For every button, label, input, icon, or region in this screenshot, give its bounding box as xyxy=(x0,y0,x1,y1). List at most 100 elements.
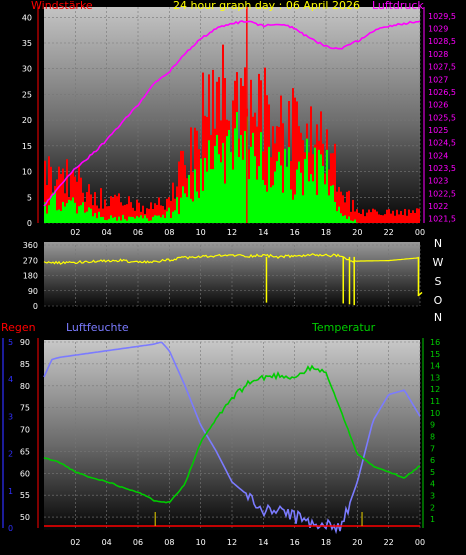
wind-avg-bar xyxy=(90,208,92,223)
wind-x-tick-label: 02 xyxy=(70,228,80,237)
wind-avg-bar xyxy=(142,218,144,223)
wind-gust-bar xyxy=(170,200,172,223)
wind-avg-bar xyxy=(322,165,324,223)
wind-avg-bar xyxy=(62,201,64,223)
humidity-x-tick-label: 04 xyxy=(102,538,112,547)
wind-avg-bar xyxy=(262,179,264,223)
wind-avg-bar xyxy=(110,215,112,223)
wind-avg-bar xyxy=(68,199,70,223)
wind-gust-bar xyxy=(316,124,318,223)
pressure-y-tick-label: 1026 xyxy=(428,101,448,110)
wind-gust-bar xyxy=(272,126,274,223)
wind-gust-bar xyxy=(404,208,406,223)
wind-avg-bar xyxy=(244,131,246,223)
wind-avg-bar xyxy=(138,217,140,223)
humidity-y-tick-label: 65 xyxy=(20,447,30,456)
wind-gust-bar xyxy=(384,214,386,223)
wind-y-tick-label: 5 xyxy=(27,193,32,202)
humidity-axis-title: Luftfeuchte xyxy=(66,321,129,334)
wind-gust-bar xyxy=(92,205,94,223)
wind-avg-bar xyxy=(80,205,82,223)
wind-avg-bar xyxy=(194,169,196,223)
wind-gust-bar xyxy=(414,212,416,223)
wind-avg-bar xyxy=(130,216,132,223)
wind-avg-bar xyxy=(100,216,102,223)
rain-y-tick-label: 2 xyxy=(8,450,13,459)
wind-avg-bar xyxy=(192,201,194,223)
wind-x-tick-label: 08 xyxy=(164,228,174,237)
wind-gust-bar xyxy=(242,86,244,223)
rain-y-tick-label: 3 xyxy=(8,412,13,421)
wind-y-tick-label: 0 xyxy=(27,219,32,228)
temperature-y-tick-label: 10 xyxy=(430,409,440,418)
temperature-y-tick-label: 11 xyxy=(430,397,440,406)
wind-y-tick-label: 40 xyxy=(22,13,32,22)
wind-gust-bar xyxy=(120,202,122,223)
wind-axis-title: Windstärke xyxy=(31,0,93,12)
wind-gust-bar xyxy=(172,182,174,223)
wind-gust-bar xyxy=(258,73,260,224)
wind-gust-bar xyxy=(348,190,350,223)
wind-y-tick-label: 25 xyxy=(22,90,32,99)
wind-gust-bar xyxy=(128,196,130,223)
wind-gust-bar xyxy=(138,202,140,223)
wind-avg-bar xyxy=(176,197,178,223)
wind-gust-bar xyxy=(158,197,160,223)
wind-avg-bar xyxy=(284,148,286,223)
wind-gust-bar xyxy=(44,160,46,223)
direction-y-tick-label: 90 xyxy=(28,287,38,296)
wind-gust-bar xyxy=(148,208,150,223)
wind-gust-bar xyxy=(142,205,144,223)
wind-gust-bar xyxy=(66,159,68,223)
wind-avg-bar xyxy=(184,193,186,223)
wind-avg-bar xyxy=(206,171,208,223)
wind-gust-bar xyxy=(180,150,182,223)
pressure-y-tick-label: 1028 xyxy=(428,50,448,59)
wind-avg-bar xyxy=(102,216,104,223)
wind-gust-bar xyxy=(88,184,90,223)
wind-gust-bar xyxy=(156,204,158,223)
wind-avg-bar xyxy=(56,210,58,223)
wind-avg-bar xyxy=(50,195,52,223)
wind-avg-bar xyxy=(240,135,242,223)
wind-avg-bar xyxy=(304,158,306,223)
wind-gust-bar xyxy=(310,106,312,223)
pressure-y-tick-label: 1024 xyxy=(428,151,448,160)
wind-gust-bar xyxy=(100,188,102,223)
wind-gust-bar xyxy=(112,197,114,223)
wind-avg-bar xyxy=(70,200,72,223)
wind-gust-bar xyxy=(388,209,390,223)
wind-gust-bar xyxy=(360,214,362,223)
wind-avg-bar xyxy=(52,192,54,223)
pressure-axis-title: Luftdruck xyxy=(372,0,424,12)
wind-avg-bar xyxy=(190,198,192,223)
temperature-y-tick-label: 15 xyxy=(430,350,440,359)
wind-avg-bar xyxy=(288,147,290,223)
humidity-x-tick-label: 10 xyxy=(196,538,206,547)
wind-gust-bar xyxy=(392,210,394,223)
wind-avg-bar xyxy=(334,201,336,223)
pressure-y-tick-label: 1021,5 xyxy=(428,215,456,224)
wind-x-tick-label: 00 xyxy=(415,228,425,237)
wind-gust-bar xyxy=(400,211,402,223)
compass-label: N xyxy=(434,311,442,324)
temperature-y-tick-label: 16 xyxy=(430,338,440,347)
wind-avg-bar xyxy=(54,190,56,223)
wind-gust-bar xyxy=(372,208,374,223)
wind-gust-bar xyxy=(364,216,366,223)
wind-avg-bar xyxy=(318,149,320,223)
rain-y-tick-label: 4 xyxy=(8,375,13,384)
wind-avg-bar xyxy=(118,216,120,223)
wind-gust-bar xyxy=(346,191,348,223)
wind-gust-bar xyxy=(418,208,420,223)
direction-y-tick-label: 0 xyxy=(33,302,38,311)
wind-avg-bar xyxy=(116,220,118,223)
wind-avg-bar xyxy=(302,195,304,223)
wind-avg-bar xyxy=(200,158,202,223)
wind-gust-bar xyxy=(162,206,164,223)
temperature-y-tick-label: 8 xyxy=(430,432,435,441)
wind-avg-bar xyxy=(254,156,256,223)
wind-avg-bar xyxy=(274,171,276,223)
wind-gust-bar xyxy=(160,205,162,223)
wind-x-tick-label: 16 xyxy=(290,228,300,237)
